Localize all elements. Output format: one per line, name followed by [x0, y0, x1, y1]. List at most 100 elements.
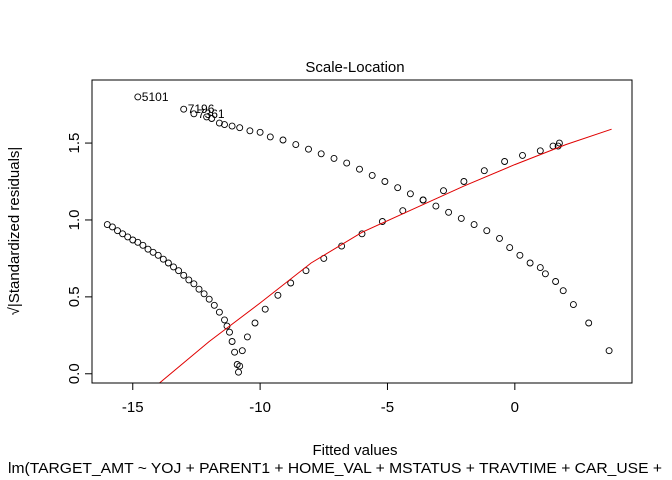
- data-point: [356, 165, 363, 173]
- data-point: [215, 308, 223, 316]
- y-tick-label: 0.5: [66, 286, 83, 307]
- data-point: [185, 276, 193, 284]
- data-point: [149, 248, 157, 256]
- x-tick-label: 0: [511, 399, 519, 416]
- outlier-label: 7361: [198, 107, 225, 121]
- data-point: [302, 267, 310, 275]
- x-axis: -15 -10 -5 0: [122, 382, 519, 416]
- data-point: [180, 271, 188, 279]
- data-point: [139, 241, 147, 249]
- outlier-label: 7196: [188, 102, 215, 116]
- data-point: [460, 178, 468, 185]
- data-point: [569, 301, 577, 309]
- subtitle: lm(TARGET_AMT ~ YOJ + PARENT1 + HOME_VAL…: [8, 460, 662, 477]
- smooth-line: [159, 128, 612, 384]
- data-point: [190, 280, 198, 288]
- outlier-point: [134, 93, 142, 101]
- data-point: [236, 362, 244, 370]
- data-point: [231, 348, 239, 356]
- chart-title: Scale-Location: [305, 59, 404, 76]
- data-point: [170, 263, 177, 271]
- data-point: [208, 115, 216, 122]
- data-point: [274, 291, 282, 299]
- y-tick-label: 1.5: [66, 133, 83, 154]
- data-point: [480, 167, 488, 175]
- data-point: [526, 259, 534, 267]
- y-tick-label: 1.0: [66, 210, 83, 231]
- data-point: [261, 305, 269, 313]
- data-point: [154, 251, 162, 259]
- data-point: [235, 368, 242, 376]
- data-point: [134, 238, 142, 246]
- data-point: [243, 333, 251, 341]
- data-point: [470, 221, 478, 229]
- data-point: [228, 338, 236, 345]
- data-point: [108, 223, 116, 231]
- data-point: [555, 139, 563, 147]
- data-point: [226, 328, 233, 336]
- data-point: [124, 233, 132, 241]
- data-point: [200, 290, 208, 298]
- data-point: [406, 190, 414, 198]
- data-point: [210, 301, 218, 309]
- data-point: [552, 278, 560, 285]
- plot-frame: [91, 79, 633, 384]
- data-point: [506, 244, 514, 252]
- data-point: [483, 227, 491, 235]
- x-tick-label: -5: [381, 399, 394, 416]
- data-point: [221, 316, 228, 324]
- data-point: [585, 319, 593, 327]
- data-point: [203, 113, 211, 121]
- y-tick-label: 0.0: [66, 363, 83, 384]
- data-point: [195, 285, 203, 293]
- data-point: [305, 145, 312, 153]
- data-point: [394, 184, 402, 192]
- y-axis-label: √|Standardized residuals|: [6, 147, 23, 316]
- outlier-label: 5101: [142, 90, 169, 104]
- data-point: [215, 119, 223, 127]
- data-point: [236, 124, 244, 132]
- data-point: [536, 147, 544, 155]
- data-point: [119, 230, 127, 238]
- data-point: [266, 133, 274, 141]
- data-point: [246, 127, 254, 135]
- data-point: [368, 171, 376, 179]
- data-point: [221, 121, 228, 129]
- x-tick-label: -10: [249, 399, 271, 416]
- data-point: [256, 128, 264, 136]
- data-point: [330, 154, 338, 162]
- data-point: [381, 178, 389, 185]
- data-point: [164, 259, 172, 267]
- outlier-point: [190, 110, 198, 118]
- data-point: [536, 264, 544, 272]
- data-point: [519, 151, 526, 159]
- data-point: [419, 196, 427, 204]
- data-point: [317, 150, 325, 158]
- data-points: [103, 93, 613, 376]
- x-tick-label: -15: [122, 399, 144, 416]
- data-point: [159, 255, 167, 263]
- data-point: [496, 234, 503, 242]
- data-point: [175, 267, 183, 275]
- data-point: [228, 122, 236, 130]
- data-point: [432, 202, 440, 210]
- outlier-point: [180, 105, 188, 113]
- data-point: [516, 251, 524, 259]
- data-point: [343, 159, 351, 167]
- data-point: [445, 208, 453, 216]
- data-point: [457, 214, 465, 222]
- x-axis-label: Fitted values: [312, 442, 397, 459]
- data-point: [501, 158, 509, 165]
- data-point: [238, 347, 246, 355]
- data-point: [559, 287, 567, 295]
- data-point: [251, 319, 259, 327]
- data-point: [605, 347, 613, 355]
- data-point: [114, 227, 121, 235]
- data-point: [205, 295, 213, 303]
- data-point: [287, 279, 295, 287]
- data-point: [279, 136, 287, 144]
- data-point: [292, 141, 300, 149]
